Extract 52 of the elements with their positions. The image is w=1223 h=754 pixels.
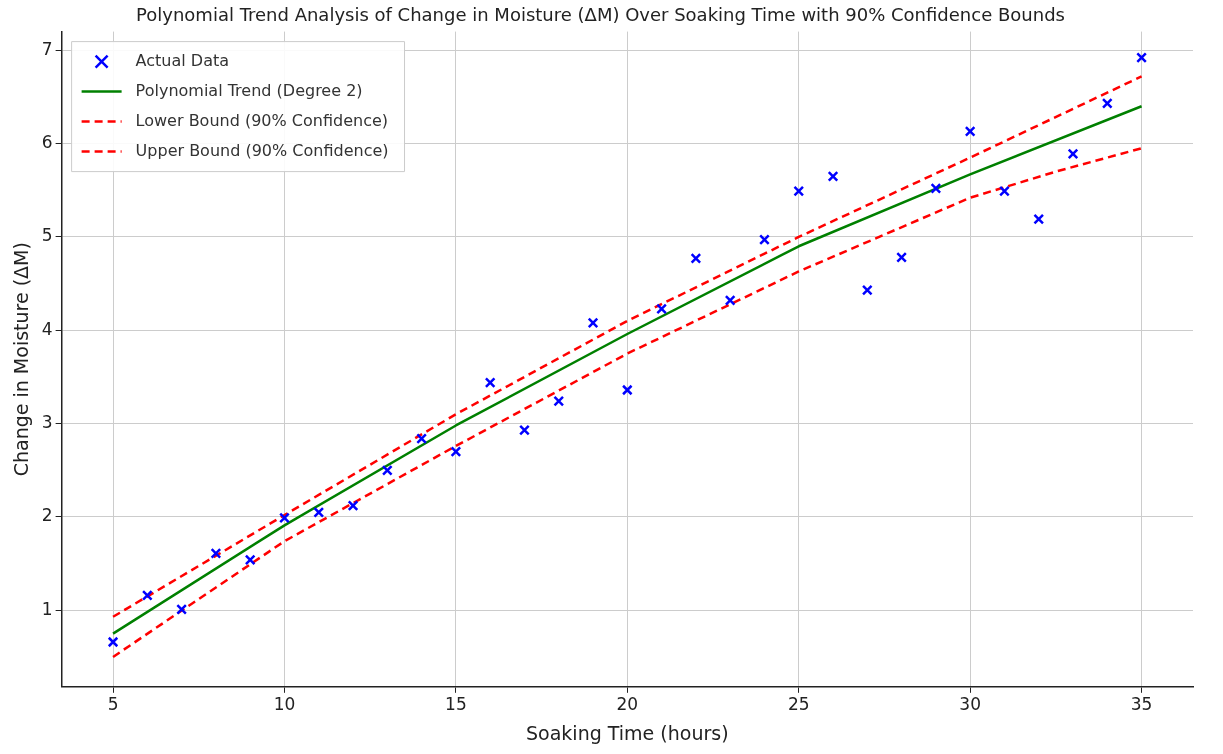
point [930,182,942,194]
point [553,395,565,407]
legend-label: Lower Bound (90% Confidence) [135,110,389,130]
point [518,424,530,436]
point [450,446,462,458]
point [827,170,839,182]
y-tick-label: 6 [41,132,53,153]
point [896,251,908,263]
point [690,252,702,264]
point [758,234,770,246]
point [244,554,256,566]
legend-label: Polynomial Trend (Degree 2) [135,80,363,100]
x-tick-label: 25 [787,694,810,715]
point [1033,213,1045,225]
point [347,500,359,512]
point [861,284,873,296]
y-tick-label: 4 [41,318,53,339]
point [793,185,805,197]
x-tick-label: 15 [445,694,467,715]
x-tick-label: 5 [107,694,119,715]
y-tick-label: 7 [41,38,53,59]
point [381,464,393,476]
point [278,512,290,524]
point [484,377,496,389]
point [107,636,119,648]
y-tick-label: 5 [41,225,53,246]
x-tick-label: 35 [1130,694,1153,715]
point [1136,52,1148,64]
point [621,384,633,396]
y-axis-title: Change in Moisture (ΔM) [10,242,33,477]
point [141,589,153,601]
y-tick-label: 1 [41,598,53,619]
point [176,603,188,615]
x-tick-label: 10 [273,694,296,715]
x-axis-title: Soaking Time (hours) [526,721,729,744]
legend-label: Upper Bound (90% Confidence) [135,140,389,160]
y-tick-label: 3 [41,412,53,433]
point [724,294,736,306]
point [313,506,325,518]
legend-label: Actual Data [135,50,230,70]
point [964,125,976,137]
x-tick-label: 20 [616,694,639,715]
x-tick-label: 30 [959,694,981,715]
point [1067,148,1079,160]
chart-title: Polynomial Trend Analysis of Change in Moisture (ΔM) Over Soaking Time with 90% Confidence Bounds [136,4,1065,26]
point [587,317,599,329]
point [656,303,668,315]
y-tick-label: 2 [41,505,53,526]
point [1101,97,1113,109]
point [998,185,1010,197]
point [416,433,428,445]
point [210,547,222,559]
